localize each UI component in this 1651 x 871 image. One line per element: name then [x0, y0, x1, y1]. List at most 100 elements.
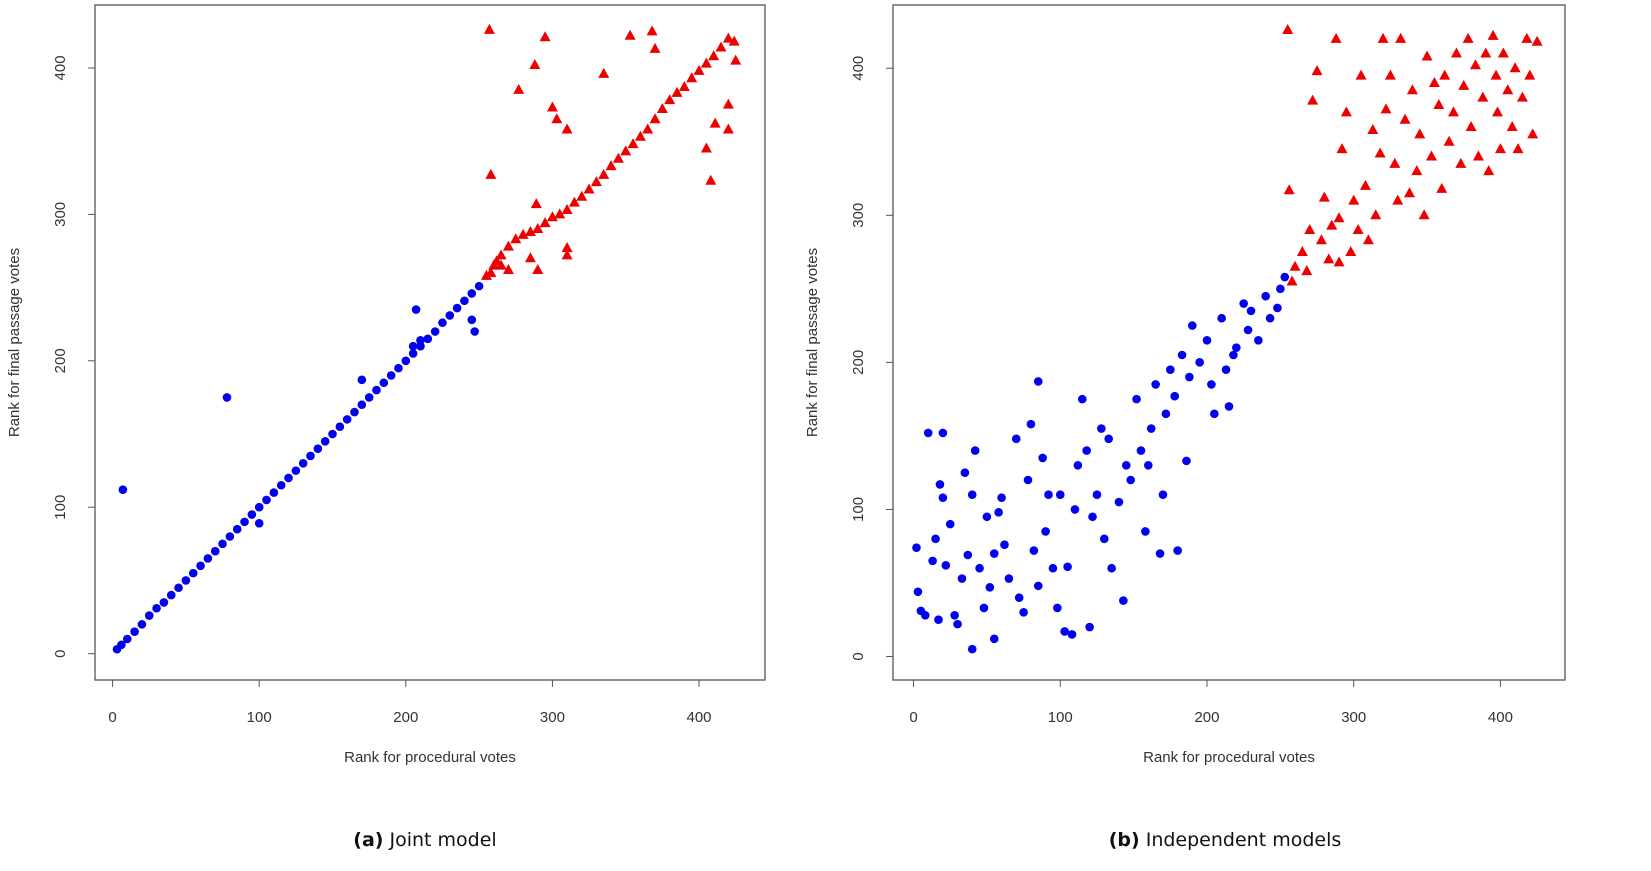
point — [1044, 490, 1053, 500]
point — [1210, 409, 1219, 419]
point — [705, 174, 717, 185]
point — [1038, 453, 1047, 463]
point — [1512, 143, 1524, 154]
x-tick-label: 300 — [1341, 709, 1366, 726]
x-tick-label: 200 — [1194, 709, 1219, 726]
point — [1374, 147, 1386, 158]
point — [728, 35, 740, 46]
point — [1254, 335, 1263, 345]
point — [1004, 574, 1014, 583]
point — [452, 303, 462, 313]
point — [1345, 246, 1357, 257]
point — [1019, 608, 1028, 617]
point — [320, 437, 330, 446]
caption-b: (b) Independent models — [1109, 829, 1342, 851]
point — [532, 264, 544, 275]
point — [1224, 402, 1234, 411]
point — [254, 502, 264, 512]
point — [130, 627, 139, 636]
point — [467, 315, 477, 325]
point — [144, 611, 154, 620]
point — [372, 385, 381, 395]
point — [1221, 365, 1231, 375]
point — [1136, 446, 1146, 455]
point — [913, 587, 923, 597]
point — [649, 42, 661, 53]
point — [276, 480, 286, 490]
point — [598, 67, 610, 78]
point — [1026, 419, 1036, 429]
point — [1195, 358, 1204, 367]
point — [306, 451, 315, 461]
point — [1055, 490, 1065, 500]
point — [620, 145, 632, 156]
point — [1232, 343, 1241, 352]
point — [1465, 121, 1477, 132]
point — [1480, 47, 1492, 58]
point — [1472, 150, 1484, 161]
point — [1126, 475, 1135, 485]
point — [912, 543, 921, 552]
point — [1011, 434, 1021, 444]
x-tick-label: 300 — [540, 709, 565, 726]
point — [624, 29, 636, 40]
point — [1286, 275, 1298, 286]
point — [1458, 79, 1470, 90]
point — [928, 556, 937, 566]
point — [357, 375, 367, 385]
point — [975, 563, 984, 573]
point — [612, 152, 624, 163]
point — [470, 327, 480, 336]
x-tick-label: 0 — [108, 709, 116, 726]
point — [1265, 313, 1275, 323]
point — [985, 583, 995, 592]
point — [379, 378, 389, 388]
point — [1161, 409, 1171, 419]
point — [517, 228, 529, 239]
point — [1367, 124, 1379, 134]
point — [1296, 246, 1308, 257]
point — [931, 534, 940, 544]
point — [1502, 84, 1514, 95]
y-tick-label: 400 — [52, 55, 69, 80]
point — [225, 532, 235, 541]
y-tick-label: 0 — [52, 649, 69, 657]
point — [1041, 527, 1050, 536]
point — [551, 113, 563, 124]
point — [1070, 505, 1080, 514]
caption-a: (a) Joint model — [353, 829, 496, 851]
point — [1447, 106, 1459, 117]
point — [561, 242, 573, 253]
point — [1516, 91, 1528, 102]
point — [532, 223, 544, 234]
point — [561, 123, 573, 134]
caption-text: Independent models — [1146, 829, 1342, 851]
point — [1170, 391, 1180, 401]
point — [394, 363, 403, 373]
point — [1173, 546, 1182, 555]
x-tick-label: 400 — [687, 709, 712, 726]
point — [1433, 99, 1445, 109]
point — [401, 356, 411, 366]
point — [1477, 91, 1489, 102]
point — [335, 422, 345, 431]
point — [166, 590, 176, 600]
point — [1276, 284, 1285, 294]
point — [1283, 184, 1295, 195]
point — [1483, 165, 1495, 176]
point — [1207, 380, 1216, 389]
point — [1348, 194, 1360, 205]
point — [1273, 303, 1282, 313]
point — [284, 473, 293, 483]
point — [408, 341, 418, 351]
caption-label: (a) — [353, 829, 383, 851]
y-tick-label: 200 — [52, 348, 69, 373]
point — [1217, 313, 1226, 323]
x-axis-label: Rank for procedural votes — [344, 749, 516, 766]
point — [1185, 372, 1194, 382]
point — [1323, 253, 1335, 264]
point — [1403, 187, 1415, 198]
y-tick-label: 300 — [52, 202, 69, 227]
point — [1073, 460, 1083, 470]
point — [1158, 490, 1168, 500]
